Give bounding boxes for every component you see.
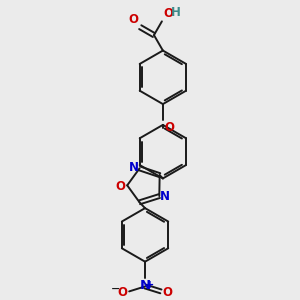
Text: O: O bbox=[163, 8, 173, 20]
Text: O: O bbox=[128, 13, 138, 26]
Text: N: N bbox=[160, 190, 170, 202]
Text: O: O bbox=[115, 180, 125, 193]
Text: −: − bbox=[111, 284, 120, 293]
Text: +: + bbox=[146, 280, 154, 290]
Text: N: N bbox=[140, 278, 151, 292]
Text: O: O bbox=[164, 121, 174, 134]
Text: O: O bbox=[163, 286, 173, 299]
Text: N: N bbox=[129, 161, 139, 174]
Text: H: H bbox=[171, 6, 181, 20]
Text: O: O bbox=[117, 286, 127, 299]
